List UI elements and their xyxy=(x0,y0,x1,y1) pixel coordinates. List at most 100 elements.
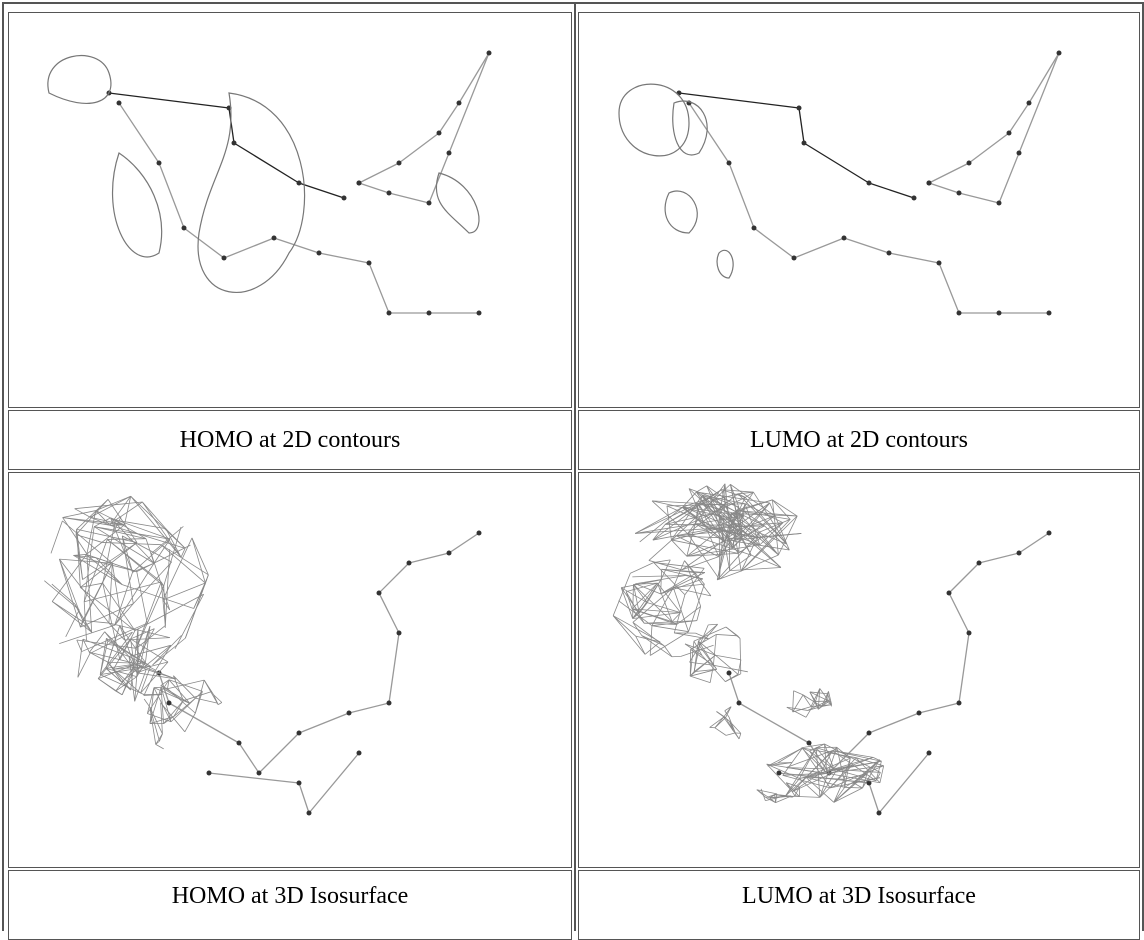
bond xyxy=(169,703,239,743)
isosurface-mesh xyxy=(793,691,794,712)
isosurface-mesh xyxy=(630,563,653,574)
atom xyxy=(1047,531,1052,536)
bond xyxy=(929,183,959,193)
bond xyxy=(929,163,969,183)
atom xyxy=(842,236,847,241)
isosurface-mesh xyxy=(137,572,147,624)
atom xyxy=(927,181,932,186)
bond xyxy=(844,238,889,253)
bond xyxy=(729,163,754,228)
atom xyxy=(297,781,302,786)
isosurface-mesh xyxy=(163,538,192,600)
bond xyxy=(969,133,1009,163)
contour xyxy=(48,56,111,104)
bond xyxy=(959,193,999,203)
atom xyxy=(967,161,972,166)
bond xyxy=(879,753,929,813)
atom xyxy=(967,631,972,636)
bond xyxy=(979,553,1019,563)
isosurface-mesh xyxy=(673,588,688,632)
atom xyxy=(997,311,1002,316)
bond xyxy=(259,733,299,773)
contour xyxy=(198,93,305,292)
isosurface-mesh xyxy=(794,691,804,695)
atom xyxy=(387,191,392,196)
isosurface-mesh xyxy=(713,665,747,672)
atom xyxy=(937,261,942,266)
atom xyxy=(752,226,757,231)
atom xyxy=(397,631,402,636)
caption: HOMO at 2D contours xyxy=(8,410,572,470)
bond xyxy=(359,183,389,193)
atom xyxy=(877,811,882,816)
isosurface-mesh xyxy=(107,539,146,540)
bond xyxy=(299,783,309,813)
caption: LUMO at 2D contours xyxy=(578,410,1140,470)
bond xyxy=(369,263,389,313)
caption: LUMO at 3D Isosurface xyxy=(578,870,1140,940)
image-cell xyxy=(578,472,1140,868)
page: HOMO at 2D contours LUMO at 2D contours … xyxy=(0,0,1144,931)
atom xyxy=(237,741,242,746)
isosurface-mesh xyxy=(83,620,109,623)
atom xyxy=(407,561,412,566)
bond xyxy=(439,103,459,133)
isosurface-mesh xyxy=(131,496,181,557)
isosurface-mesh xyxy=(696,486,706,492)
bond xyxy=(299,713,349,733)
bond xyxy=(379,593,399,633)
bond xyxy=(239,743,259,773)
bond xyxy=(299,183,344,198)
bond xyxy=(119,103,159,163)
figure-table: HOMO at 2D contours LUMO at 2D contours … xyxy=(0,0,1144,931)
isosurface-mesh xyxy=(44,581,79,610)
bond xyxy=(449,53,489,153)
atom xyxy=(317,251,322,256)
bond xyxy=(1029,53,1059,103)
atom xyxy=(342,196,347,201)
atom xyxy=(957,191,962,196)
bond xyxy=(389,193,429,203)
isosurface-mesh xyxy=(613,616,645,655)
bond xyxy=(804,143,869,183)
isosurface-mesh xyxy=(94,527,170,539)
isosurface-mesh xyxy=(636,636,660,642)
isosurface-mesh xyxy=(183,691,211,700)
isosurface-mesh xyxy=(80,583,102,587)
atom xyxy=(957,311,962,316)
isosurface-mesh xyxy=(613,616,635,636)
atom xyxy=(927,751,932,756)
isosurface-mesh xyxy=(51,521,62,554)
atom xyxy=(947,591,952,596)
isosurface-mesh xyxy=(650,626,652,656)
bond xyxy=(1019,53,1059,153)
atom xyxy=(157,161,162,166)
bond xyxy=(949,593,969,633)
atom xyxy=(387,311,392,316)
isosurface-mesh xyxy=(192,538,205,583)
isosurface-mesh xyxy=(52,584,75,604)
isosurface-mesh xyxy=(806,701,815,717)
atom xyxy=(1047,311,1052,316)
isosurface-mesh xyxy=(165,549,169,628)
isosurface-mesh xyxy=(185,713,195,732)
isosurface-mesh xyxy=(156,744,164,749)
isosurface-mesh xyxy=(730,567,781,570)
contour xyxy=(717,250,733,278)
atom xyxy=(957,701,962,706)
isosurface-mesh xyxy=(161,545,205,583)
bond xyxy=(319,253,369,263)
atom xyxy=(807,741,812,746)
caption: HOMO at 3D Isosurface xyxy=(8,870,572,940)
isosurface-mesh xyxy=(715,655,740,659)
atom xyxy=(1057,51,1062,56)
atom xyxy=(917,711,922,716)
atom xyxy=(447,151,452,156)
isosurface-mesh xyxy=(73,555,136,571)
atom xyxy=(867,731,872,736)
isosurface-mesh xyxy=(783,748,803,775)
isosurface-mesh xyxy=(645,642,660,654)
bond xyxy=(409,553,449,563)
homo-3d-image xyxy=(9,473,571,867)
isosurface-mesh xyxy=(52,554,87,601)
